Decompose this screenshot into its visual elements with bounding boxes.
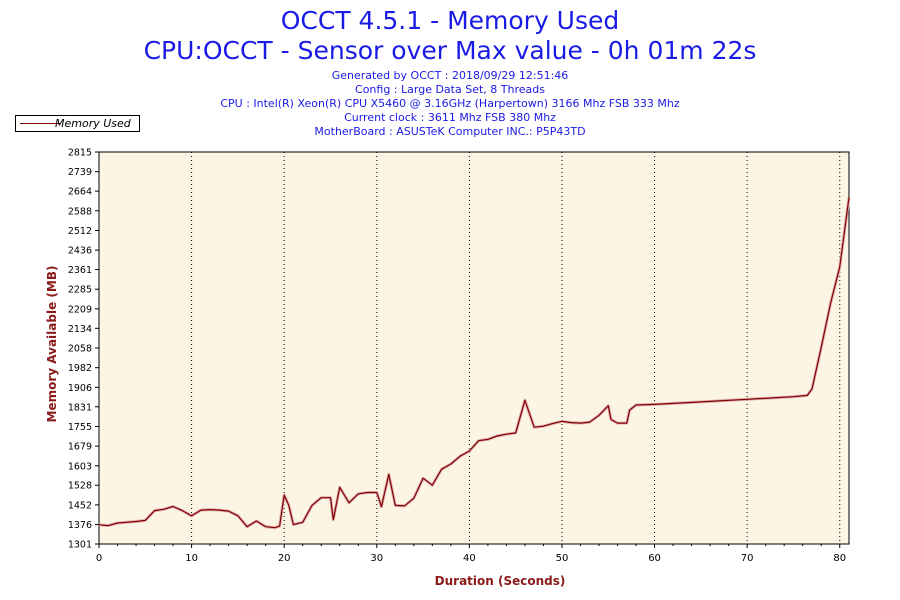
y-tick-label: 2664 <box>68 187 92 198</box>
chart-legend: Memory Used <box>15 115 140 132</box>
y-tick-label: 1452 <box>68 500 92 511</box>
plot-background <box>99 152 849 544</box>
y-tick-label: 1755 <box>68 422 92 433</box>
x-tick-label: 0 <box>96 553 102 564</box>
y-tick-label: 2285 <box>68 285 92 296</box>
y-tick-label: 2739 <box>68 167 92 178</box>
y-tick-label: 1528 <box>68 481 92 492</box>
info-cpu: CPU : Intel(R) Xeon(R) CPU X5460 @ 3.16G… <box>220 97 680 110</box>
y-tick-label: 1982 <box>68 363 92 374</box>
chart-title: OCCT 4.5.1 - Memory Used <box>280 6 620 35</box>
x-tick-label: 20 <box>278 553 291 564</box>
y-tick-label: 1603 <box>68 461 92 472</box>
y-tick-label: 2815 <box>68 148 92 159</box>
x-tick-label: 40 <box>463 553 476 564</box>
y-tick-label: 2588 <box>68 206 92 217</box>
info-current-clock: Current clock : 3611 Mhz FSB 380 Mhz <box>344 111 556 124</box>
y-tick-label: 2436 <box>68 246 92 257</box>
legend-line-swatch <box>20 123 60 124</box>
y-tick-label: 2058 <box>68 344 92 355</box>
legend-label: Memory Used <box>55 117 131 130</box>
x-axis-label: Duration (Seconds) <box>435 574 566 588</box>
y-tick-label: 1301 <box>68 540 92 551</box>
info-motherboard: MotherBoard : ASUSTeK Computer INC.: P5P… <box>314 125 586 138</box>
x-tick-label: 30 <box>370 553 383 564</box>
series-line-memory-used <box>98 197 850 529</box>
y-tick-label: 2512 <box>68 226 92 237</box>
y-tick-label: 1831 <box>68 402 92 413</box>
y-tick-label: 2134 <box>68 324 92 335</box>
info-generated: Generated by OCCT : 2018/09/29 12:51:46 <box>331 69 569 82</box>
x-tick-label: 80 <box>833 553 846 564</box>
x-tick-label: 70 <box>741 553 754 564</box>
y-tick-label: 2209 <box>68 304 92 315</box>
chart-subtitle: CPU:OCCT - Sensor over Max value - 0h 01… <box>143 36 757 65</box>
plot-frame <box>98 151 850 545</box>
y-tick-label: 2361 <box>68 265 92 276</box>
x-tick-label: 50 <box>556 553 569 564</box>
x-tick-label: 10 <box>185 553 198 564</box>
y-axis-label: Memory Available (MB) <box>45 266 59 423</box>
y-tick-label: 1376 <box>68 520 92 531</box>
y-tick-label: 1906 <box>68 383 92 394</box>
y-tick-label: 1679 <box>68 442 92 453</box>
x-tick-label: 60 <box>648 553 661 564</box>
info-config: Config : Large Data Set, 8 Threads <box>355 83 545 96</box>
